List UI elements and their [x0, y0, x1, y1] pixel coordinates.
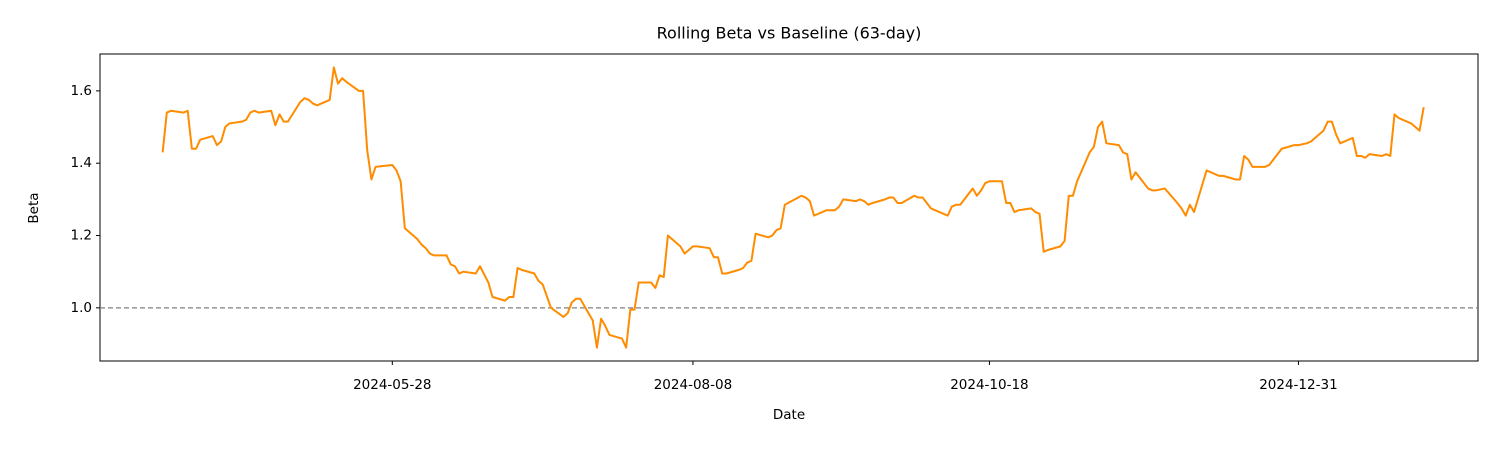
x-axis-label: Date [773, 407, 805, 423]
plot-frame [99, 53, 1479, 362]
y-tick-label: 1.6 [71, 83, 92, 99]
x-tick-label: 2024-05-28 [353, 377, 431, 393]
data-line [161, 66, 1425, 349]
x-tick-label: 2024-10-18 [950, 377, 1028, 393]
y-tick-label: 1.0 [71, 300, 92, 316]
y-axis-label: Beta [26, 192, 42, 223]
x-tick-label: 2024-08-08 [654, 377, 732, 393]
y-tick-label: 1.2 [71, 228, 92, 244]
chart-title: Rolling Beta vs Baseline (63-day) [657, 24, 922, 43]
y-tick-label: 1.4 [71, 155, 92, 171]
x-tick-label: 2024-12-31 [1259, 377, 1337, 393]
